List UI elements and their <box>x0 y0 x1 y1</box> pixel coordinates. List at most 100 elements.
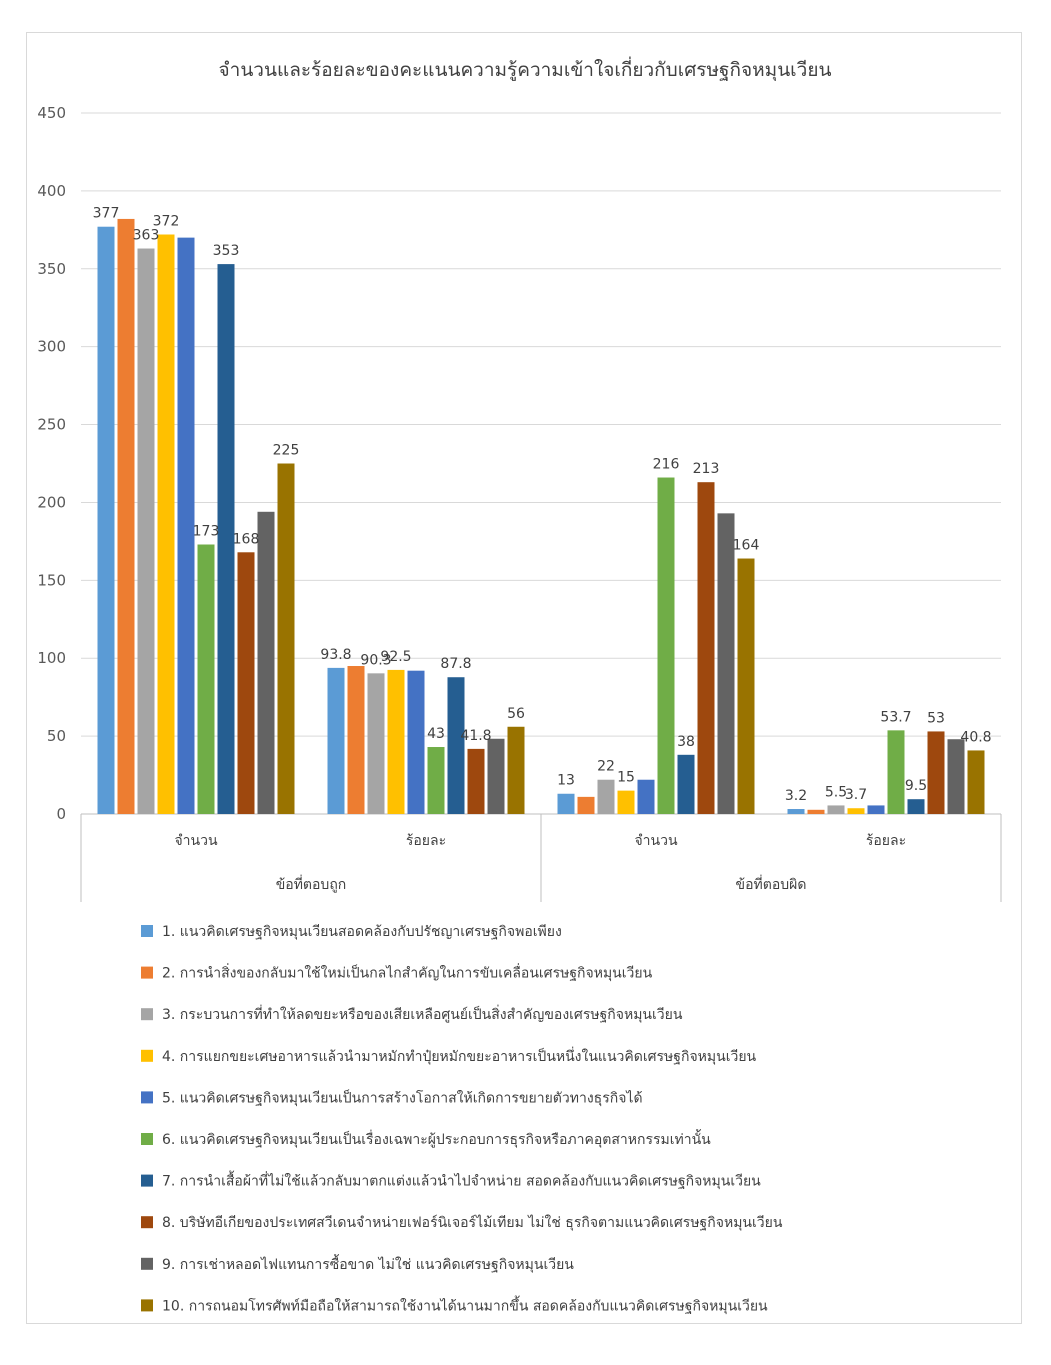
bar <box>407 670 425 814</box>
bar <box>427 747 445 814</box>
legend-swatch <box>141 1174 153 1187</box>
bar <box>907 799 925 814</box>
data-label: 92.5 <box>380 649 411 665</box>
bar <box>927 731 945 814</box>
legend-label: 7. การนำเสื้อผ้าที่ไม่ใช้แล้วกลับมาตกแต่… <box>162 1171 761 1190</box>
bar <box>467 748 485 814</box>
data-label: 216 <box>653 457 680 473</box>
legend-swatch <box>141 1008 153 1021</box>
category-label: ร้อยละ <box>866 833 906 849</box>
y-tick-label: 200 <box>37 493 66 511</box>
legend-label: 6. แนวคิดเศรษฐกิจหมุนเวียนเป็นเรื่องเฉพา… <box>162 1129 711 1148</box>
data-label: 372 <box>153 214 180 230</box>
data-label: 213 <box>693 461 720 477</box>
bar <box>887 730 905 814</box>
legend-swatch <box>141 1091 153 1104</box>
category-label: ร้อยละ <box>406 833 446 849</box>
legend-swatch <box>141 1133 153 1145</box>
y-tick-label: 250 <box>37 416 66 434</box>
data-label: 40.8 <box>960 729 991 745</box>
bar <box>367 673 385 814</box>
bars <box>97 218 985 815</box>
y-tick-label: 150 <box>37 571 66 589</box>
group-label: ข้อที่ตอบผิด <box>736 875 807 893</box>
bar <box>637 779 655 814</box>
legend-label: 4. การแยกขยะเศษอาหารแล้วนำมาหมักทำปุ๋ยหม… <box>162 1047 757 1065</box>
data-label: 56 <box>507 706 525 722</box>
bar <box>697 482 715 814</box>
data-label: 164 <box>733 538 760 554</box>
bar <box>597 779 615 814</box>
data-label: 41.8 <box>460 728 491 744</box>
legend-swatch <box>141 1299 153 1312</box>
bar <box>217 264 235 814</box>
y-tick-label: 400 <box>37 182 66 200</box>
data-label: 22 <box>597 759 615 775</box>
category-label: จำนวน <box>634 833 677 849</box>
chart-frame <box>26 32 1022 1324</box>
bar <box>867 805 885 814</box>
data-label: 377 <box>93 206 120 222</box>
legend-label: 9. การเช่าหลอดไฟแทนการซื้อขาด ไม่ใช่ แนว… <box>162 1254 574 1273</box>
bar <box>257 511 275 814</box>
data-label: 9.5 <box>905 778 927 794</box>
y-tick-label: 0 <box>56 805 66 823</box>
bar <box>117 218 135 814</box>
bar <box>507 726 525 814</box>
legend-swatch <box>141 1216 153 1229</box>
data-label: 90.3 <box>360 652 391 668</box>
legend-label: 8. บริษัทอีเกียของประเทศสวีเดนจำหน่ายเฟอ… <box>162 1214 783 1231</box>
legend-swatch <box>141 1049 153 1062</box>
bar <box>657 477 675 814</box>
bar <box>447 677 465 814</box>
bar <box>177 237 195 815</box>
bar <box>787 809 805 814</box>
data-label: 3.2 <box>785 788 807 804</box>
legend-swatch <box>141 1257 153 1270</box>
legend-label: 5. แนวคิดเศรษฐกิจหมุนเวียนเป็นการสร้างโอ… <box>162 1088 643 1106</box>
data-label: 3.7 <box>845 787 867 803</box>
legend-label: 1. แนวคิดเศรษฐกิจหมุนเวียนสอดคล้องกับปรั… <box>162 924 562 940</box>
legend-label: 3. กระบวนการที่ทำให้ลดขยะหรือของเสียเหลื… <box>162 1005 683 1023</box>
x-axis: จำนวน ร้อยละข้อที่ตอบถูก จำนวน ร้อยละข้อที่… <box>80 814 1002 902</box>
bar <box>717 513 735 814</box>
legend-swatch <box>141 925 153 937</box>
bar <box>277 463 295 814</box>
group-label: ข้อที่ตอบถูก <box>276 875 347 893</box>
data-label: 93.8 <box>320 647 351 663</box>
y-tick-label: 350 <box>37 260 66 278</box>
legend-label: 10. การถนอมโทรศัพท์มือถือให้สามารถใช้งาน… <box>162 1295 768 1314</box>
bar <box>327 667 345 814</box>
bar <box>157 234 175 815</box>
data-label: 363 <box>133 228 160 244</box>
data-label: 87.8 <box>440 656 471 672</box>
data-label: 173 <box>193 524 220 540</box>
data-label: 43 <box>427 726 445 742</box>
data-label: 13 <box>557 773 575 789</box>
data-label: 15 <box>617 770 635 786</box>
bar <box>197 544 215 814</box>
y-tick-label: 300 <box>37 338 66 356</box>
bar <box>347 666 365 814</box>
data-label: 38 <box>677 734 695 750</box>
y-axis-ticks: 0 50 100 150 200 250 300 350 400 450 <box>37 104 66 823</box>
bar <box>807 809 825 814</box>
y-tick-label: 100 <box>37 649 66 667</box>
bar <box>617 790 635 814</box>
chart-title: จำนวนและร้อยละของคะแนนความรู้ความเข้าใจเ… <box>219 56 832 82</box>
category-label: จำนวน <box>174 833 217 849</box>
bar <box>237 552 255 814</box>
bar <box>557 793 575 814</box>
bar <box>387 669 405 814</box>
data-label: 5.5 <box>825 784 847 800</box>
bar <box>677 754 695 814</box>
bar <box>97 226 115 814</box>
bar <box>847 808 865 814</box>
data-label: 168 <box>233 531 260 547</box>
bar <box>737 558 755 814</box>
bar <box>487 738 505 814</box>
bar <box>947 739 965 814</box>
legend: 1. แนวคิดเศรษฐกิจหมุนเวียนสอดคล้องกับปรั… <box>141 924 783 1314</box>
